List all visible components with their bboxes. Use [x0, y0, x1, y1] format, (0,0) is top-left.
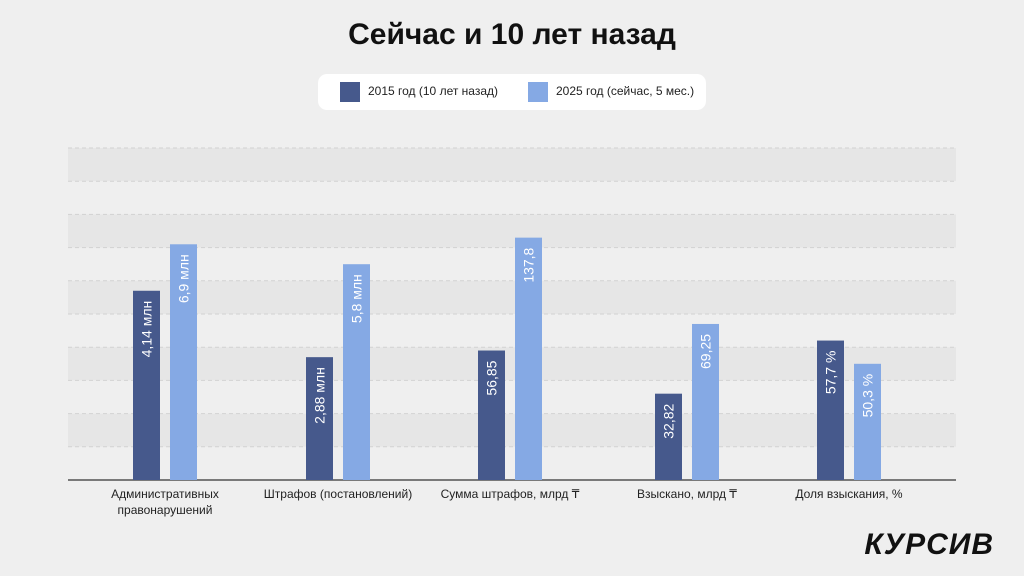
- legend-label-2025: 2025 год (сейчас, 5 мес.): [556, 84, 695, 98]
- data-label-2025-4: 50,3 %: [860, 374, 876, 418]
- grid-band: [68, 214, 956, 248]
- data-label-2015-2: 56,85: [484, 360, 500, 395]
- data-label-2015-4: 57,7 %: [823, 351, 839, 395]
- kursiv-logo: КУРСИВ: [864, 528, 994, 561]
- legend-swatch-2025: [528, 82, 548, 102]
- category-label-2: Сумма штрафов, млрд ₸: [441, 487, 580, 501]
- data-label-2015-0: 4,14 млн: [139, 301, 155, 358]
- bar-2015-0: [133, 290, 160, 480]
- grid-band: [68, 413, 956, 447]
- data-label-2025-3: 69,25: [698, 334, 714, 369]
- bar-2025-4: [854, 363, 881, 480]
- bar-2015-3: [655, 393, 682, 480]
- grid-band: [68, 347, 956, 381]
- grid-band: [68, 247, 956, 281]
- data-label-2025-0: 6,9 млн: [176, 254, 192, 303]
- category-label-4: Доля взыскания, %: [795, 487, 903, 501]
- data-label-2015-1: 2,88 млн: [312, 367, 328, 424]
- category-label-0: правонарушений: [118, 503, 213, 517]
- category-label-0: Административных: [111, 487, 219, 501]
- bar-2025-3: [692, 323, 719, 480]
- grid-band: [68, 181, 956, 215]
- grid-band: [68, 280, 956, 314]
- legend-swatch-2015: [340, 82, 360, 102]
- data-label-2025-1: 5,8 млн: [349, 274, 365, 323]
- chart-title: Сейчас и 10 лет назад: [348, 18, 676, 51]
- category-label-3: Взыскано, млрд ₸: [637, 487, 737, 501]
- legend-label-2015: 2015 год (10 лет назад): [368, 84, 499, 98]
- grid-band: [68, 446, 956, 480]
- grid-band: [68, 148, 956, 182]
- data-label-2025-2: 137,8: [521, 247, 537, 282]
- bar-2025-1: [343, 264, 370, 480]
- bar-2025-2: [515, 237, 542, 480]
- legend: 2015 год (10 лет назад) 2025 год (сейчас…: [318, 74, 706, 110]
- bar-2015-1: [306, 357, 333, 480]
- grid-band: [68, 380, 956, 414]
- data-label-2015-3: 32,82: [661, 403, 677, 438]
- bar-2015-2: [478, 350, 505, 480]
- grid-band: [68, 314, 956, 348]
- bar-2025-0: [170, 244, 197, 480]
- bar-2015-4: [817, 340, 844, 480]
- category-label-1: Штрафов (постановлений): [264, 487, 412, 501]
